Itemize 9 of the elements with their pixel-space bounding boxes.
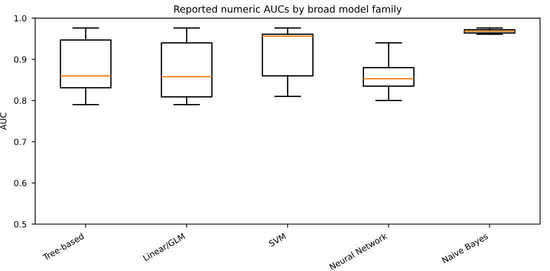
y-tick-label: 0.9: [14, 56, 26, 63]
y-tick-label: 0.5: [14, 221, 26, 228]
y-axis-title: AUC: [0, 112, 6, 130]
y-tick-label: 1.0: [14, 15, 26, 22]
y-tick-label: 0.7: [14, 138, 26, 146]
chart-title: Reported numeric AUCs by broad model family: [174, 5, 402, 15]
y-tick-label: 0.8: [14, 98, 26, 104]
x-tick-label: SVM: [268, 232, 286, 247]
y-tick-label: 0.6: [14, 180, 26, 186]
